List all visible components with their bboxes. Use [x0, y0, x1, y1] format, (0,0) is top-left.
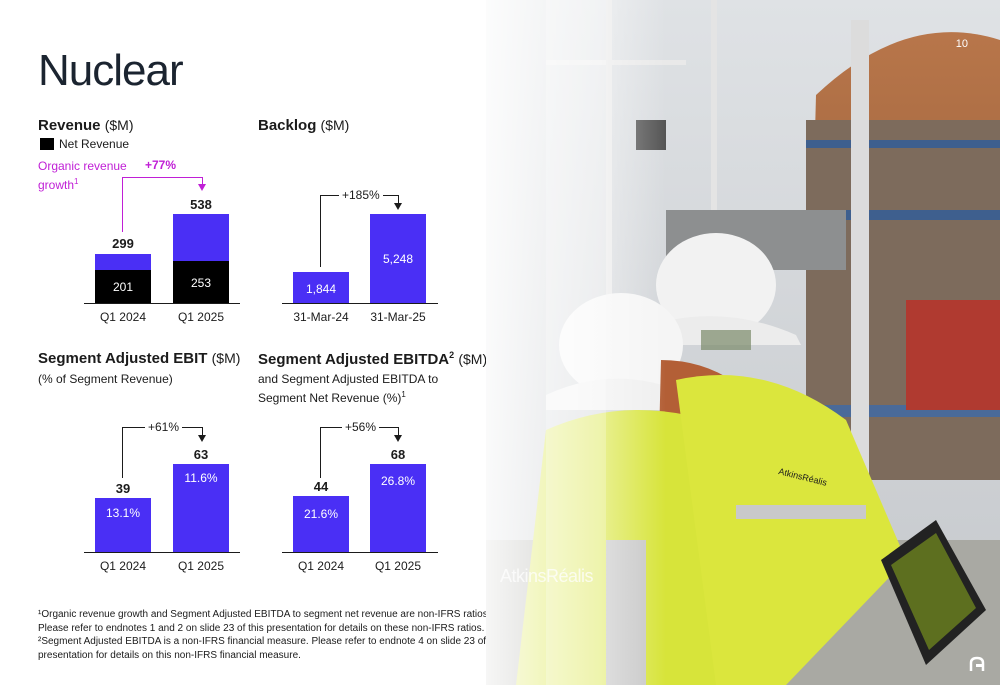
backlog-heading: Backlog ($M)	[258, 117, 349, 134]
backlog-bar-mar-25	[370, 214, 426, 303]
ebitda-x-axis	[282, 552, 438, 553]
ebit-growth-pct: +61%	[145, 420, 183, 434]
ebit-bar-q1-2024	[95, 498, 151, 552]
ebitda-heading-text: Segment Adjusted EBITDA	[258, 351, 450, 368]
revenue-growth-pct: +77%	[142, 158, 180, 172]
backlog-unit: ($M)	[320, 117, 350, 133]
revenue-total-label: 538	[190, 197, 212, 212]
net-revenue-label: 253	[190, 276, 212, 290]
organic-growth-label-line2: growth	[38, 178, 75, 192]
revenue-total-label: 299	[112, 236, 134, 251]
ebitda-margin-label: 21.6%	[303, 507, 339, 521]
backlog-value-label: 5,248	[382, 252, 414, 266]
footnote: ¹Organic revenue growth and Segment Adju…	[38, 609, 505, 661]
ebit-margin-label: 13.1%	[105, 506, 141, 520]
ebitda-growth-bracket-drop	[398, 427, 399, 435]
organic-growth-label-line1: Organic revenue	[38, 159, 127, 173]
organic-growth-sup: 1	[74, 177, 79, 186]
ebitda-subtitle-sup: 1	[401, 390, 406, 399]
ebitda-margin-label: 26.8%	[380, 474, 416, 488]
backlog-category: 31-Mar-24	[293, 310, 349, 324]
ebit-margin-label: 11.6%	[184, 471, 218, 485]
revenue-category: Q1 2025	[177, 310, 225, 324]
brand-mark-icon	[968, 655, 986, 673]
atkinsrealis-logo-text: AtkinsRéalis	[500, 566, 594, 586]
page-title: Nuclear	[38, 46, 184, 95]
ebit-subtitle: (% of Segment Revenue)	[38, 372, 173, 386]
backlog-value-label: 1,844	[305, 282, 337, 296]
ebit-category: Q1 2024	[99, 559, 147, 573]
ebit-heading: Segment Adjusted EBIT ($M)	[38, 350, 240, 367]
ebitda-value-label: 44	[313, 479, 329, 494]
revenue-unit: ($M)	[104, 117, 134, 133]
ebit-unit: ($M)	[211, 350, 241, 366]
backlog-growth-pct: +185%	[339, 188, 383, 202]
ebitda-heading: Segment Adjusted EBITDA2 ($M)	[258, 350, 487, 368]
ebitda-category: Q1 2025	[374, 559, 422, 573]
revenue-growth-bracket	[122, 177, 203, 232]
ebitda-unit: ($M)	[458, 351, 488, 367]
backlog-growth-arrowhead	[394, 203, 402, 210]
revenue-growth-bracket-drop	[202, 177, 203, 184]
revenue-heading: Revenue ($M)	[38, 117, 133, 134]
ebitda-growth-pct: +56%	[342, 420, 380, 434]
net-revenue-label: 201	[112, 280, 134, 294]
net-revenue-bar-q1-2025	[173, 261, 229, 303]
ebitda-subtitle: and Segment Adjusted EBITDA to Segment N…	[258, 371, 438, 406]
ebitda-heading-sup: 2	[449, 350, 455, 360]
backlog-bar-mar-24	[293, 272, 349, 303]
backlog-growth-bracket-drop	[398, 195, 399, 203]
ebit-bar-q1-2025	[173, 464, 229, 552]
ebit-x-axis	[84, 552, 240, 553]
ebitda-bar-q1-2024	[293, 496, 349, 552]
page-number: 10	[955, 38, 968, 50]
net-revenue-legend-swatch	[40, 138, 54, 150]
ebitda-bar-q1-2025	[370, 464, 426, 552]
backlog-category: 31-Mar-25	[370, 310, 426, 324]
ebit-heading-text: Segment Adjusted EBIT	[38, 350, 208, 367]
ebitda-subtitle-line1: and Segment Adjusted EBITDA to	[258, 372, 439, 386]
ebitda-value-label: 68	[390, 447, 406, 462]
ebit-growth-arrowhead	[198, 435, 206, 442]
ebitda-category: Q1 2024	[297, 559, 345, 573]
ebitda-growth-arrowhead	[394, 435, 402, 442]
ebit-value-label: 39	[115, 481, 131, 496]
ebitda-subtitle-line2: Segment Net Revenue (%)	[258, 391, 402, 405]
ebit-growth-bracket-drop	[202, 427, 203, 435]
net-revenue-legend-label: Net Revenue	[59, 137, 130, 151]
revenue-x-axis	[84, 303, 240, 304]
net-revenue-bar-q1-2024	[95, 270, 151, 303]
revenue-growth-arrowhead	[198, 184, 206, 191]
backlog-x-axis	[282, 303, 438, 304]
ebit-value-label: 63	[193, 447, 209, 462]
revenue-heading-text: Revenue	[38, 117, 101, 134]
construction-photo: AtkinsRéalis AtkinsRéalis	[486, 0, 1000, 685]
ebit-category: Q1 2025	[177, 559, 225, 573]
photo-illustration	[486, 0, 1000, 685]
backlog-heading-text: Backlog	[258, 117, 317, 134]
organic-growth-label: Organic revenue growth1	[38, 158, 127, 193]
revenue-category: Q1 2024	[99, 310, 147, 324]
